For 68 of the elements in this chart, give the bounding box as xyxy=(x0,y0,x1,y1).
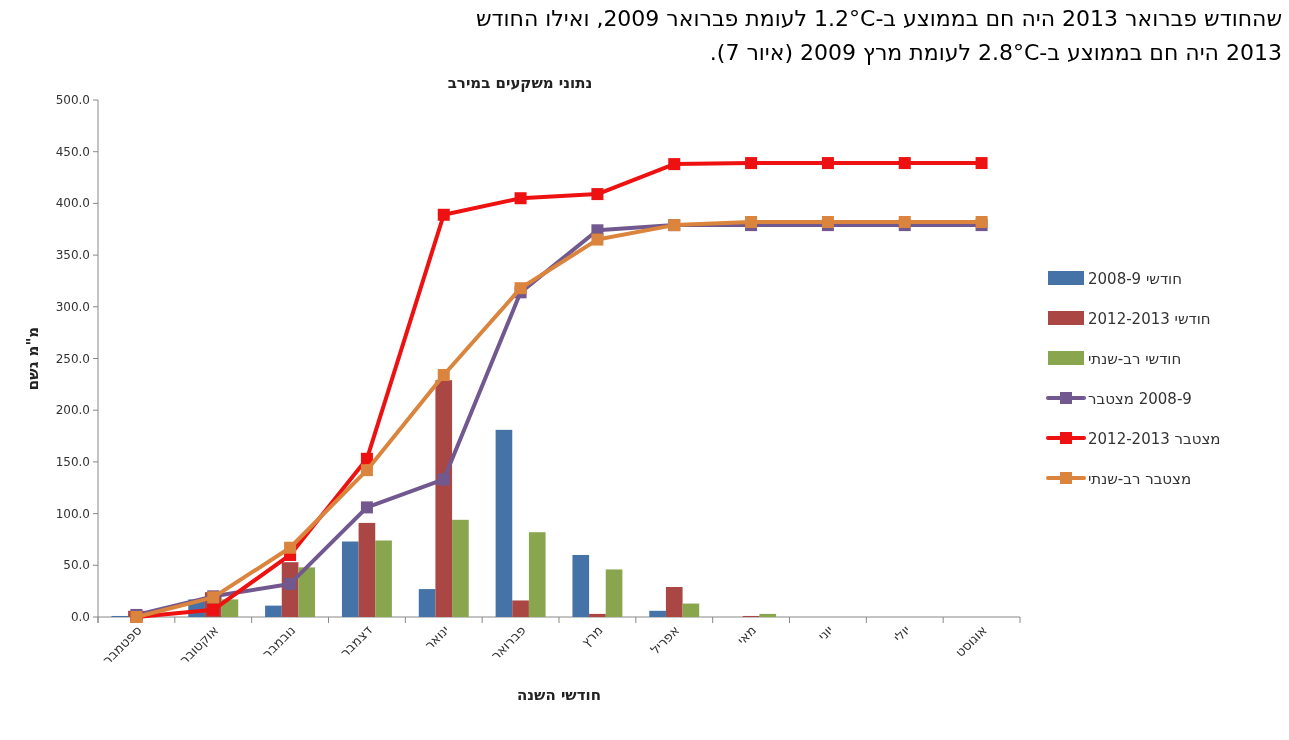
y-tick-label: 300.0 xyxy=(55,299,90,314)
point xyxy=(360,501,373,514)
point xyxy=(437,473,450,486)
bar xyxy=(605,569,623,617)
text: 2013 היה חם בממוצע ב-2.8°C לעומת מרץ 2009 (איור 7). xyxy=(709,40,1282,65)
y-axis-title: מ"מ גשם xyxy=(24,326,42,391)
legend-label: מצטבר רב-שנתי xyxy=(1088,470,1192,488)
bar xyxy=(265,605,282,617)
point xyxy=(591,233,604,246)
x-tick-label: ספטמבר xyxy=(99,622,145,668)
text: שהחודש פברואר 2013 היה חם בממוצע ב-1.2°C לעומת פברואר 2009, ואילו החודש xyxy=(475,6,1282,31)
x-tick-label: אוקטובר xyxy=(176,622,222,668)
x-tick-label: נובמבר xyxy=(259,622,299,662)
legend-label: חודשי 2008-9 xyxy=(1088,270,1182,288)
bar xyxy=(649,610,666,617)
bar xyxy=(589,613,606,617)
y-tick-label: 50.0 xyxy=(63,558,90,573)
legend-label: 2008-9 מצטבר xyxy=(1088,390,1192,408)
point xyxy=(360,464,373,477)
x-tick-label: אוגוסט xyxy=(952,622,990,660)
y-tick-label: 200.0 xyxy=(55,403,90,418)
x-tick-label: מרץ xyxy=(578,622,606,650)
bar xyxy=(572,554,590,617)
x-axis-title: חודשי השנה xyxy=(516,686,602,704)
y-tick-label: 150.0 xyxy=(55,454,90,469)
y-tick-label: 400.0 xyxy=(55,196,90,211)
chart-title: נתוני משקעים במירב xyxy=(447,74,593,92)
point xyxy=(514,282,527,295)
y-tick-label: 500.0 xyxy=(55,93,90,107)
bar xyxy=(682,603,700,617)
y-tick-label: 250.0 xyxy=(55,351,90,366)
bar xyxy=(418,589,436,617)
bar xyxy=(665,587,683,617)
x-tick-label: אפריל xyxy=(647,622,683,658)
x-tick-label: יוני xyxy=(815,622,837,644)
bar xyxy=(375,540,392,617)
point xyxy=(745,157,758,170)
bar xyxy=(495,429,513,617)
x-tick-label: פברואר xyxy=(488,622,529,664)
y-tick-label: 350.0 xyxy=(55,248,90,263)
bar xyxy=(358,522,376,617)
legend-label: מצטבר 2012-2013 xyxy=(1088,430,1221,448)
bar xyxy=(435,380,453,617)
point xyxy=(284,541,297,554)
point xyxy=(821,157,834,170)
point xyxy=(975,157,988,170)
point xyxy=(591,188,604,201)
point xyxy=(514,192,527,205)
x-tick-label: מאי xyxy=(734,622,760,648)
bar xyxy=(341,541,359,617)
x-tick-label: דצמבר xyxy=(337,622,376,661)
point xyxy=(898,157,911,170)
bar xyxy=(512,600,529,617)
bar xyxy=(452,519,469,617)
y-tick-label: 0.0 xyxy=(70,610,90,624)
point xyxy=(284,577,297,590)
point xyxy=(668,158,681,171)
x-tick-label: ינואר xyxy=(421,622,452,653)
bar xyxy=(528,532,546,617)
point xyxy=(437,208,450,221)
y-tick-label: 100.0 xyxy=(55,506,90,521)
y-tick-label: 450.0 xyxy=(55,144,90,159)
point xyxy=(437,369,450,382)
bar xyxy=(759,613,777,617)
bar xyxy=(298,567,316,617)
x-tick-label: יולי xyxy=(890,622,913,645)
legend-label: חודשי 2012-2013 xyxy=(1088,310,1211,328)
legend-label: חודשי רב-שנתי xyxy=(1088,350,1182,368)
